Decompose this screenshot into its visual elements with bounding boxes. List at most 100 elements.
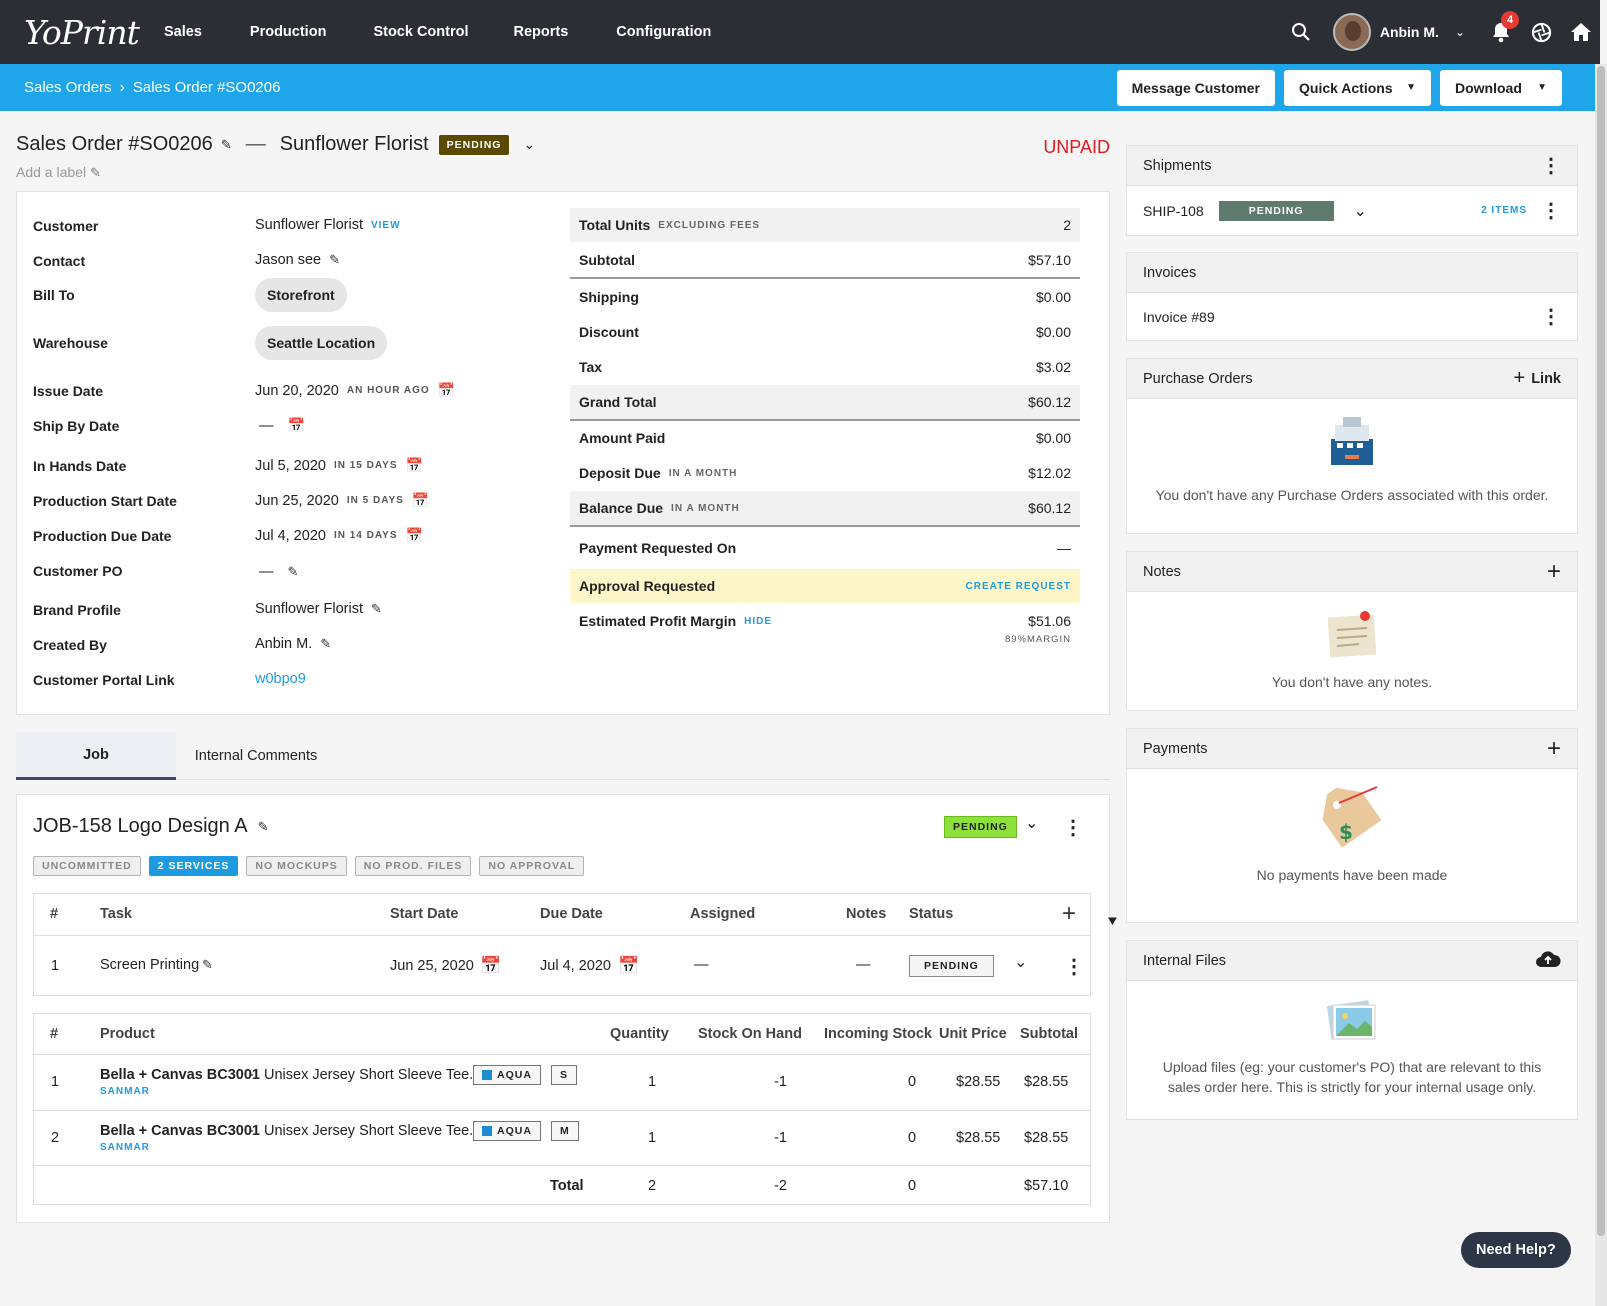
pencil-icon[interactable]: ✎ — [202, 957, 213, 972]
pencil-icon[interactable]: ✎ — [257, 818, 269, 834]
message-customer-label: Message Customer — [1131, 79, 1260, 96]
task-assigned[interactable]: — — [694, 957, 709, 973]
kebab-menu-icon[interactable]: ⋮ — [1541, 154, 1561, 177]
panel-header: Invoices — [1127, 253, 1577, 293]
nav-sales[interactable]: Sales — [164, 24, 202, 40]
add-payment-icon[interactable]: + — [1546, 734, 1561, 762]
quick-actions-button[interactable]: Quick Actions ▼ — [1284, 69, 1431, 106]
field-label: Bill To — [33, 287, 75, 303]
field-label: Production Due Date — [33, 528, 172, 544]
pencil-icon[interactable]: ✎ — [220, 136, 232, 152]
calendar-icon[interactable]: 📅 — [437, 382, 456, 398]
summary-label: Total Units — [579, 217, 651, 233]
internal-files-panel: Internal Files Upload files (eg: your cu… — [1126, 940, 1578, 1120]
image-files-icon — [1127, 997, 1577, 1043]
portal-link[interactable]: w0bpo9 — [255, 671, 306, 687]
tab-job[interactable]: Job — [16, 732, 176, 780]
download-button[interactable]: Download ▼ — [1440, 69, 1562, 106]
column-header: Product — [100, 1026, 155, 1042]
breadcrumb: Sales Orders › Sales Order #SO0206 — [24, 79, 280, 97]
panel-title: Notes — [1143, 563, 1181, 580]
pencil-icon[interactable]: ✎ — [287, 564, 299, 579]
supplier-link[interactable]: SANMAR — [100, 1086, 150, 1097]
pencil-icon[interactable]: ✎ — [370, 601, 382, 616]
chevron-down-icon[interactable]: ⌄ — [523, 136, 536, 152]
price-tag-icon: $ — [1127, 785, 1577, 859]
divider — [34, 1054, 1090, 1055]
bill-to-pill[interactable]: Storefront — [255, 278, 347, 312]
create-request-link[interactable]: CREATE REQUEST — [965, 580, 1071, 592]
total-quantity: 2 — [648, 1178, 657, 1194]
link-po-button[interactable]: + Link — [1514, 367, 1562, 390]
calendar-icon[interactable]: 📅 — [405, 457, 423, 473]
tab-internal-comments[interactable]: Internal Comments — [194, 748, 318, 764]
shipments-panel: Shipments ⋮ SHIP-108 PENDING ⌄ 2 ITEMS ⋮ — [1126, 145, 1578, 236]
task-start-date: Jun 25, 2020 — [390, 958, 474, 974]
nav-stock-control[interactable]: Stock Control — [373, 24, 469, 40]
mockups-chip: NO MOCKUPS — [246, 856, 347, 876]
nav-configuration[interactable]: Configuration — [616, 24, 712, 40]
summary-label: Amount Paid — [579, 430, 666, 446]
column-header: # — [50, 906, 59, 922]
aperture-icon[interactable] — [1531, 22, 1552, 43]
chevron-down-icon[interactable]: ⌄ — [1025, 815, 1039, 832]
breadcrumb-sales-orders[interactable]: Sales Orders — [24, 79, 112, 96]
task-status[interactable]: PENDING — [909, 955, 994, 977]
panel-header: Purchase Orders + Link — [1127, 359, 1577, 399]
home-icon[interactable] — [1570, 22, 1592, 42]
cash-register-icon — [1127, 415, 1577, 469]
shipment-items-link[interactable]: 2 ITEMS — [1481, 205, 1527, 216]
kebab-menu-icon[interactable]: ⋮ — [1541, 305, 1561, 328]
title-dash: — — [245, 133, 266, 155]
calendar-icon[interactable]: 📅 — [411, 492, 430, 508]
invoice-link[interactable]: Invoice #89 — [1143, 308, 1215, 325]
task-notes[interactable]: — — [856, 957, 871, 973]
panel-title: Internal Files — [1143, 952, 1227, 969]
search-icon[interactable] — [1291, 22, 1311, 42]
chevron-down-icon[interactable]: ⌄ — [1353, 202, 1367, 220]
product-name[interactable]: Bella + Canvas BC3001 — [100, 1123, 260, 1139]
kebab-menu-icon[interactable]: ⋮ — [1063, 817, 1083, 839]
chevron-down-icon[interactable]: ⌄ — [1014, 954, 1028, 971]
message-customer-button[interactable]: Message Customer — [1116, 69, 1275, 106]
kebab-menu-icon[interactable]: ⋮ — [1541, 200, 1561, 222]
add-task-icon[interactable]: + — [1062, 900, 1077, 927]
supplier-link[interactable]: SANMAR — [100, 1142, 150, 1153]
product-name[interactable]: Bella + Canvas BC3001 — [100, 1067, 260, 1083]
services-chip[interactable]: 2 SERVICES — [148, 856, 239, 876]
user-name[interactable]: Anbin M. — [1379, 24, 1439, 40]
need-help-button[interactable]: Need Help? — [1461, 1232, 1571, 1268]
nav-production[interactable]: Production — [249, 24, 327, 40]
summary-value: $0.00 — [1035, 289, 1071, 305]
warehouse-pill[interactable]: Seattle Location — [255, 326, 388, 360]
kebab-menu-icon[interactable]: ⋮ — [1064, 956, 1084, 978]
bell-icon[interactable]: 4 — [1491, 11, 1519, 43]
column-header: Status — [909, 906, 954, 922]
summary-label: Shipping — [579, 289, 639, 305]
empty-state-text: Upload files (eg: your customer's PO) th… — [1162, 1059, 1542, 1095]
summary-grand-total: Grand Total $60.12 — [570, 385, 1080, 419]
color-swatch — [482, 1070, 492, 1080]
nav-reports[interactable]: Reports — [513, 24, 569, 40]
hide-profit-link[interactable]: HIDE — [744, 616, 773, 627]
add-note-icon[interactable]: + — [1546, 557, 1561, 585]
calendar-icon[interactable]: 📅 — [618, 956, 640, 975]
scrollbar-thumb[interactable] — [1597, 66, 1605, 1236]
calendar-icon[interactable]: 📅 — [480, 956, 502, 975]
pencil-icon[interactable]: ✎ — [320, 636, 332, 651]
calendar-icon[interactable]: 📅 — [287, 417, 305, 433]
empty-state-text: You don't have any notes. — [1271, 674, 1433, 690]
avatar[interactable] — [1332, 13, 1371, 51]
shipment-id[interactable]: SHIP-108 — [1143, 202, 1204, 219]
yoprint-logo[interactable]: YoPrint — [24, 12, 140, 52]
pencil-icon[interactable]: ✎ — [329, 252, 341, 267]
panel-title: Invoices — [1143, 264, 1197, 281]
view-customer-link[interactable]: VIEW — [370, 219, 401, 231]
calendar-icon[interactable]: 📅 — [405, 527, 423, 543]
summary-deposit-due: Deposit Due IN A MONTH $12.02 — [570, 456, 1080, 490]
panel-header: Internal Files — [1127, 941, 1577, 981]
chevron-down-icon[interactable]: ⌄ — [1454, 25, 1465, 39]
add-label-button[interactable]: Add a label ✎ — [16, 164, 101, 181]
incoming-stock: 0 — [908, 1130, 917, 1146]
cloud-upload-icon[interactable] — [1535, 950, 1561, 972]
